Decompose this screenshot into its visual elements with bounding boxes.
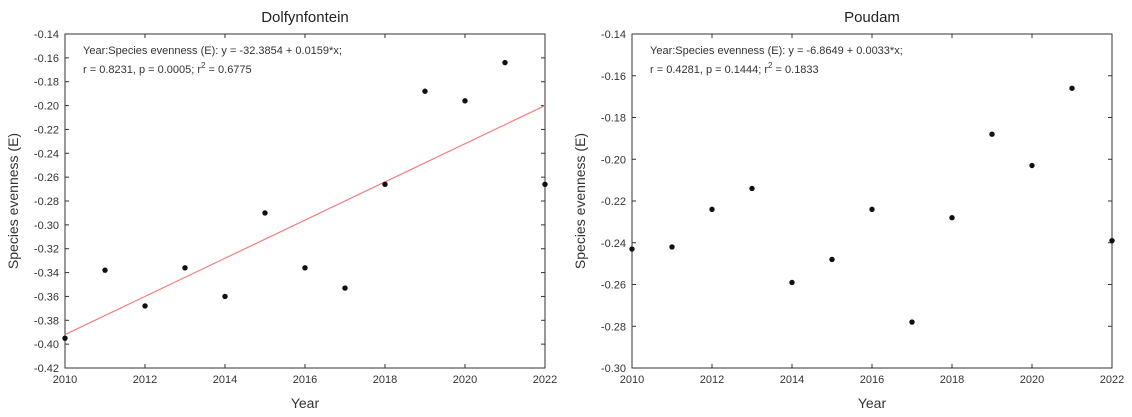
regression-stats: r = 0.8231, p = 0.0005; r2 = 0.6775 xyxy=(83,61,252,76)
data-point xyxy=(829,256,835,263)
x-tick-label: 2018 xyxy=(940,374,964,386)
y-tick-label: -0.28 xyxy=(34,196,59,208)
y-tick-label: -0.20 xyxy=(601,154,626,166)
y-tick-label: -0.14 xyxy=(34,29,59,41)
y-tick-label: -0.24 xyxy=(601,238,626,250)
regression-stats-main: r = 0.8231, p = 0.0005; r xyxy=(83,64,201,76)
x-tick-label: 2022 xyxy=(1100,374,1124,386)
data-point xyxy=(749,185,755,192)
data-point xyxy=(102,267,108,273)
y-tick-label: -0.28 xyxy=(601,321,626,333)
y-tick-label: -0.32 xyxy=(34,244,59,256)
plot-frame xyxy=(64,33,546,369)
x-axis-label: Year xyxy=(291,395,320,411)
data-point xyxy=(262,210,268,216)
y-tick-label: -0.30 xyxy=(34,220,59,232)
y-tick-label: -0.38 xyxy=(34,315,59,327)
y-tick-label: -0.14 xyxy=(601,29,626,41)
y-tick-label: -0.18 xyxy=(601,113,626,125)
data-point xyxy=(302,265,308,271)
data-point xyxy=(1029,162,1035,169)
data-point xyxy=(502,59,508,66)
regression-equation: Year:Species evenness (E): y = -6.8649 +… xyxy=(650,45,903,57)
y-tick-label: -0.16 xyxy=(601,71,626,83)
data-point xyxy=(629,246,635,252)
chart-title: Dolfynfontein xyxy=(261,9,349,26)
data-point xyxy=(669,244,675,250)
chart-title: Poudam xyxy=(844,9,900,26)
y-tick-label: -0.18 xyxy=(34,77,59,89)
x-tick-label: 2020 xyxy=(453,374,477,386)
x-tick-label: 2012 xyxy=(133,374,157,386)
regression-line xyxy=(64,105,546,336)
x-tick-label: 2014 xyxy=(780,374,804,386)
data-point xyxy=(62,335,68,341)
x-tick-label: 2018 xyxy=(373,374,397,386)
data-point xyxy=(949,215,955,221)
dolfynfontein-chart: Dolfynfontein -0.14 -0.16 -0.18 -0.20 -0.22 -0… xyxy=(5,9,557,411)
y-tick-label: -0.42 xyxy=(34,363,59,375)
y-axis-label: Species evenness (E) xyxy=(5,133,21,269)
y-tick-label: -0.22 xyxy=(601,196,626,208)
y-axis-label: Species evenness (E) xyxy=(572,133,588,269)
y-tick-label: -0.40 xyxy=(34,339,59,351)
r-squared-superscript: 2 xyxy=(201,61,206,70)
data-point xyxy=(382,181,388,187)
y-tick-label: -0.22 xyxy=(34,124,59,136)
y-tick-label: -0.24 xyxy=(34,148,59,160)
data-point xyxy=(709,206,715,213)
x-tick-label: 2010 xyxy=(53,374,77,386)
data-point xyxy=(342,285,348,291)
y-tick-label: -0.34 xyxy=(34,268,59,280)
data-point xyxy=(1069,85,1075,91)
x-tick-label: 2016 xyxy=(293,374,317,386)
y-tick-label: -0.36 xyxy=(34,291,59,303)
x-tick-label: 2016 xyxy=(860,374,884,386)
data-point xyxy=(422,88,428,94)
data-point xyxy=(462,98,468,104)
data-point xyxy=(222,293,228,300)
data-point xyxy=(869,206,875,213)
r-squared-value: = 0.1833 xyxy=(772,64,818,76)
data-point xyxy=(909,319,915,325)
data-point xyxy=(1109,237,1115,244)
regression-stats-main: r = 0.4281, p = 0.1444; r xyxy=(650,64,768,76)
regression-stats: r = 0.4281, p = 0.1444; r2 = 0.1833 xyxy=(650,61,819,76)
y-tick-label: -0.20 xyxy=(34,101,59,113)
data-point xyxy=(142,303,148,309)
r-squared-superscript: 2 xyxy=(768,61,773,70)
x-tick-label: 2012 xyxy=(700,374,724,386)
y-tick-label: -0.30 xyxy=(601,363,626,375)
data-point xyxy=(182,265,188,271)
poudam-chart: Poudam -0.14 -0.16 -0.18 -0.20 -0.22 -0.24 -0.2… xyxy=(572,9,1124,411)
y-tick-label: -0.26 xyxy=(601,280,626,292)
y-tick-label: -0.16 xyxy=(34,53,59,65)
x-tick-label: 2014 xyxy=(213,374,237,386)
y-tick-label: -0.26 xyxy=(34,172,59,184)
x-tick-label: 2022 xyxy=(533,374,557,386)
plot-frame xyxy=(631,33,1113,369)
x-axis-label: Year xyxy=(858,395,887,411)
data-point xyxy=(789,279,795,286)
r-squared-value: = 0.6775 xyxy=(205,64,251,76)
data-point xyxy=(989,131,995,137)
x-tick-label: 2020 xyxy=(1020,374,1044,386)
x-tick-label: 2010 xyxy=(620,374,644,386)
regression-equation: Year:Species evenness (E): y = -32.3854 … xyxy=(83,45,342,57)
data-point xyxy=(542,181,548,187)
